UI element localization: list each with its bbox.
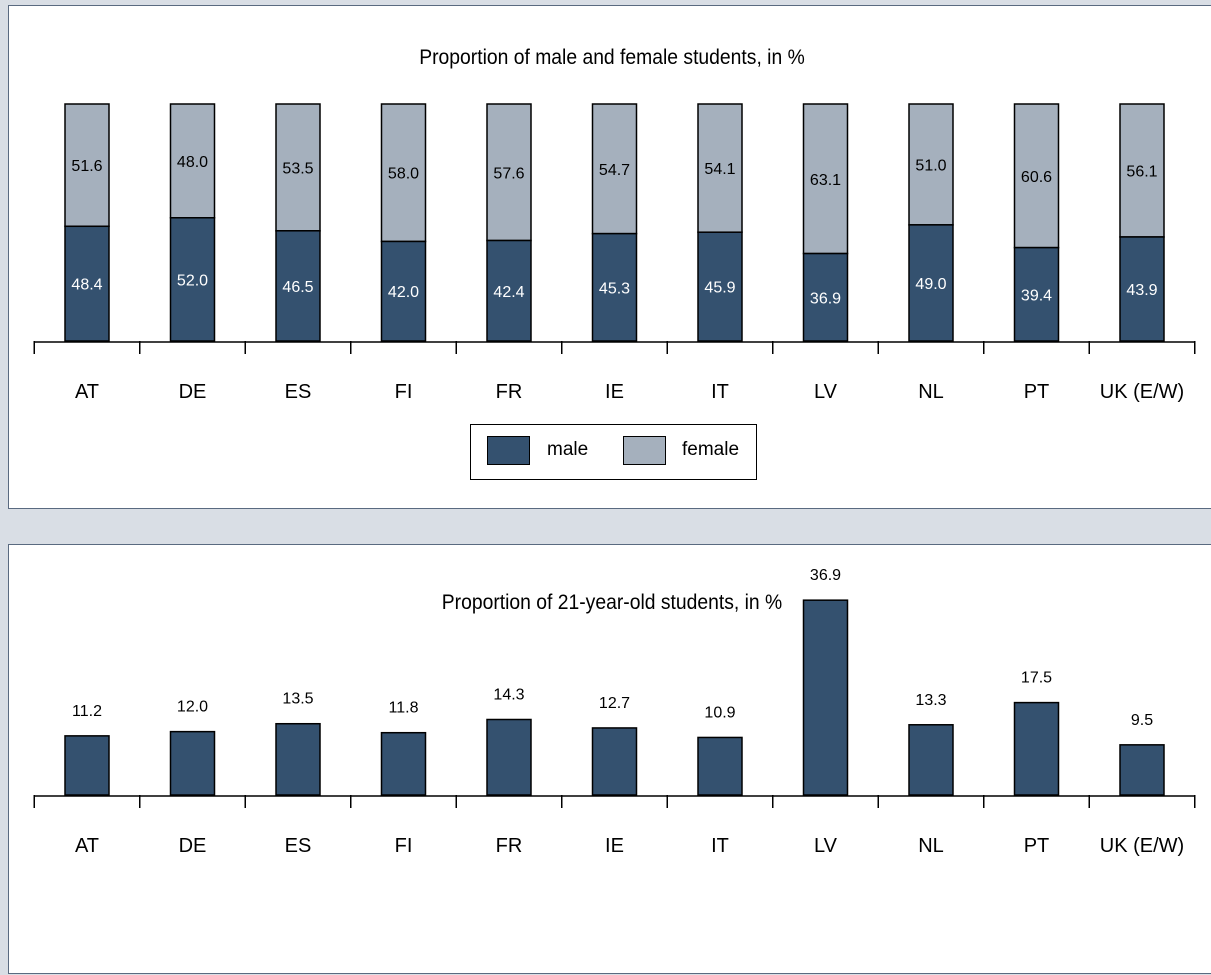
gender-tick-label: FI	[395, 381, 413, 403]
gender-tick-label: IE	[605, 381, 624, 403]
gender-tick-label: PT	[1024, 381, 1050, 403]
legend-swatch-male	[487, 436, 530, 465]
legend-label-male: male	[547, 439, 589, 460]
data-label-male: 42.0	[388, 284, 419, 301]
data-label-female: 58.0	[388, 166, 419, 183]
bar-female	[1119, 103, 1165, 238]
data-label-male: 43.9	[1126, 282, 1157, 299]
gender-tick-label: LV	[814, 381, 838, 403]
data-label-female: 51.6	[71, 158, 102, 175]
bar-female	[64, 103, 110, 228]
age21-tick-label: IT	[711, 835, 729, 857]
bar-male	[169, 217, 216, 342]
age21-tick-label: FI	[395, 835, 413, 857]
bar-age21	[380, 731, 427, 796]
data-label-male: 45.9	[704, 280, 735, 297]
data-label-female: 53.5	[282, 160, 313, 177]
bar-female	[169, 103, 216, 219]
data-label-male: 42.4	[493, 284, 524, 301]
bar-age21	[591, 727, 638, 796]
age21-tick-label: PT	[1024, 835, 1050, 857]
bar-female	[802, 103, 849, 255]
bar-male	[1119, 236, 1165, 342]
data-label-age21: 11.8	[389, 700, 419, 717]
bar-male	[802, 252, 849, 342]
bar-female	[591, 103, 638, 235]
data-label-female: 54.7	[599, 162, 630, 179]
data-label-male: 49.0	[915, 276, 946, 293]
bar-male	[908, 224, 954, 342]
bar-age21	[486, 718, 532, 796]
bar-female	[380, 103, 427, 243]
chart-title-gender: Proportion of male and female students, …	[419, 46, 805, 69]
legend-swatch-female	[623, 436, 666, 465]
data-label-age21: 36.9	[810, 567, 841, 584]
gender-chart-svg: 51.6 48.4 48.0 52.0 53.5 46.5 58.0 42.0 57.6 42.4…	[33, 103, 1196, 403]
bar-male	[697, 231, 743, 342]
data-label-age21: 17.5	[1021, 670, 1052, 687]
age21-tick-label: AT	[75, 835, 99, 857]
bar-female	[1013, 103, 1060, 249]
data-label-age21: 13.5	[282, 691, 313, 708]
data-label-male: 52.0	[177, 272, 208, 289]
gender-tick-label: IT	[711, 381, 729, 403]
bar-male	[275, 230, 321, 342]
bar-male	[486, 239, 532, 342]
data-label-age21: 10.9	[704, 704, 735, 721]
bar-male	[591, 232, 638, 342]
bar-female	[908, 103, 954, 226]
data-label-age21: 12.7	[599, 695, 630, 712]
chart-legend: male female	[470, 424, 757, 480]
data-label-female: 54.1	[704, 161, 735, 178]
data-label-male: 39.4	[1021, 287, 1052, 304]
bar-age21	[1013, 701, 1060, 796]
legend-label-female: female	[682, 439, 740, 460]
data-label-age21: 12.0	[177, 699, 208, 716]
bar-female	[697, 103, 743, 233]
gender-tick-label: NL	[918, 381, 944, 403]
data-label-male: 45.3	[599, 280, 630, 297]
age21-tick-label: ES	[285, 835, 312, 857]
data-label-age21: 11.2	[72, 703, 102, 720]
chart-title-age21: Proportion of 21-year-old students, in %	[441, 591, 783, 614]
bar-age21	[169, 730, 216, 796]
data-label-age21: 9.5	[1131, 712, 1153, 729]
gender-tick-label: AT	[75, 381, 99, 403]
age21-chart-svg: 11.2 12.0 13.5 11.8 14.3 12.7 10.9 36.9 13.3 17.5…	[33, 567, 1196, 857]
bar-age21	[275, 722, 321, 796]
age21-tick-label: NL	[918, 835, 944, 857]
gender-tick-label: FR	[496, 381, 523, 403]
gender-tick-label: ES	[285, 381, 312, 403]
data-label-age21: 13.3	[915, 692, 946, 709]
data-label-female: 57.6	[493, 165, 524, 182]
bar-male	[64, 225, 110, 342]
data-label-male: 48.4	[71, 277, 102, 294]
data-label-age21: 14.3	[493, 686, 524, 703]
bar-age21	[908, 724, 954, 796]
data-label-female: 56.1	[1126, 163, 1157, 180]
bar-age21	[1119, 744, 1165, 796]
bar-age21	[802, 599, 849, 796]
stacked-gender-chart-panel: Proportion of male and female students, …	[8, 5, 1211, 509]
age21-tick-label: UK (E/W)	[1100, 835, 1184, 857]
bar-age21	[64, 735, 110, 796]
data-label-female: 60.6	[1021, 169, 1052, 186]
age21-chart-panel: Proportion of 21-year-old students, in %…	[8, 544, 1211, 974]
data-label-female: 63.1	[810, 172, 841, 189]
gender-tick-label: UK (E/W)	[1100, 381, 1184, 403]
bar-age21	[697, 736, 743, 796]
gender-tick-label: DE	[179, 381, 207, 403]
age21-tick-label: DE	[179, 835, 207, 857]
age21-tick-label: FR	[496, 835, 523, 857]
bar-male	[1013, 246, 1060, 342]
age21-tick-label: IE	[605, 835, 624, 857]
bar-male	[380, 240, 427, 342]
data-label-female: 48.0	[177, 154, 208, 171]
data-label-male: 46.5	[282, 279, 313, 296]
data-label-male: 36.9	[810, 290, 841, 307]
bar-female	[275, 103, 321, 232]
data-label-female: 51.0	[915, 157, 946, 174]
age21-tick-label: LV	[814, 835, 838, 857]
bar-female	[486, 103, 532, 242]
